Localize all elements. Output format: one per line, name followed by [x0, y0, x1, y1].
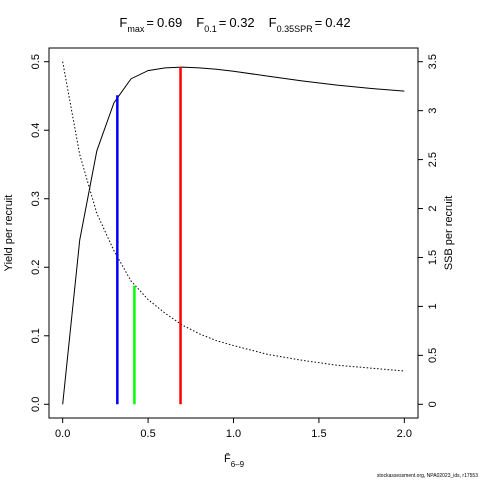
y-tick-label: 0.5: [30, 54, 42, 69]
y-tick-label: 0.2: [30, 260, 42, 275]
footer: stockassessment.org, NPA02023_ids, r1755…: [377, 473, 478, 479]
title-sign: =: [219, 15, 227, 30]
x-axis-label: F̄6–9: [224, 452, 245, 468]
title-subscript: 0.1: [204, 24, 217, 34]
y2-tick-label: 3.5: [427, 54, 439, 69]
chart-title: Fmax = 0.69 F0.1 = 0.32 F0.35SPR = 0.42: [119, 15, 350, 34]
title-value: 0.32: [229, 15, 254, 30]
x-label-symbol: F̄: [224, 452, 231, 465]
x-tick-label: 0.5: [140, 428, 155, 440]
curve: [62, 66, 405, 405]
y2-tick-label: 1: [427, 303, 439, 309]
y-tick-label: 0.4: [30, 123, 42, 138]
y-tick-label: 0.1: [30, 328, 42, 343]
curve: [62, 61, 405, 372]
y-tick-label: 0.3: [30, 191, 42, 206]
title-sign: =: [315, 15, 323, 30]
y2-tick-label: 1.5: [427, 250, 439, 265]
title-subscript: max: [127, 24, 145, 34]
title-symbol: F: [269, 15, 277, 30]
y2-tick-label: 0.5: [427, 348, 439, 363]
title-value: 0.42: [325, 15, 350, 30]
y-tick-label: 0.0: [30, 397, 42, 412]
y2-tick-label: 0: [427, 401, 439, 407]
title-sign: =: [146, 15, 154, 30]
y2-tick-label: 2.5: [427, 152, 439, 167]
title-value: 0.69: [157, 15, 182, 30]
y2-tick-label: 2: [427, 205, 439, 211]
x-tick-label: 1.0: [226, 428, 241, 440]
title-symbol: F: [196, 15, 204, 30]
x-tick-label: 0.0: [55, 428, 70, 440]
x-tick-label: 1.5: [311, 428, 326, 440]
plot-frame: [48, 47, 419, 419]
y2-axis-label: SSB per recruit: [443, 196, 455, 271]
x-tick-label: 2.0: [397, 428, 412, 440]
y-axis-label: Yield per recruit: [3, 195, 15, 272]
x-label-subscript: 6–9: [231, 460, 245, 469]
y2-tick-label: 3: [427, 108, 439, 114]
title-subscript: 0.35SPR: [277, 24, 314, 34]
title-symbol: F: [119, 15, 127, 30]
